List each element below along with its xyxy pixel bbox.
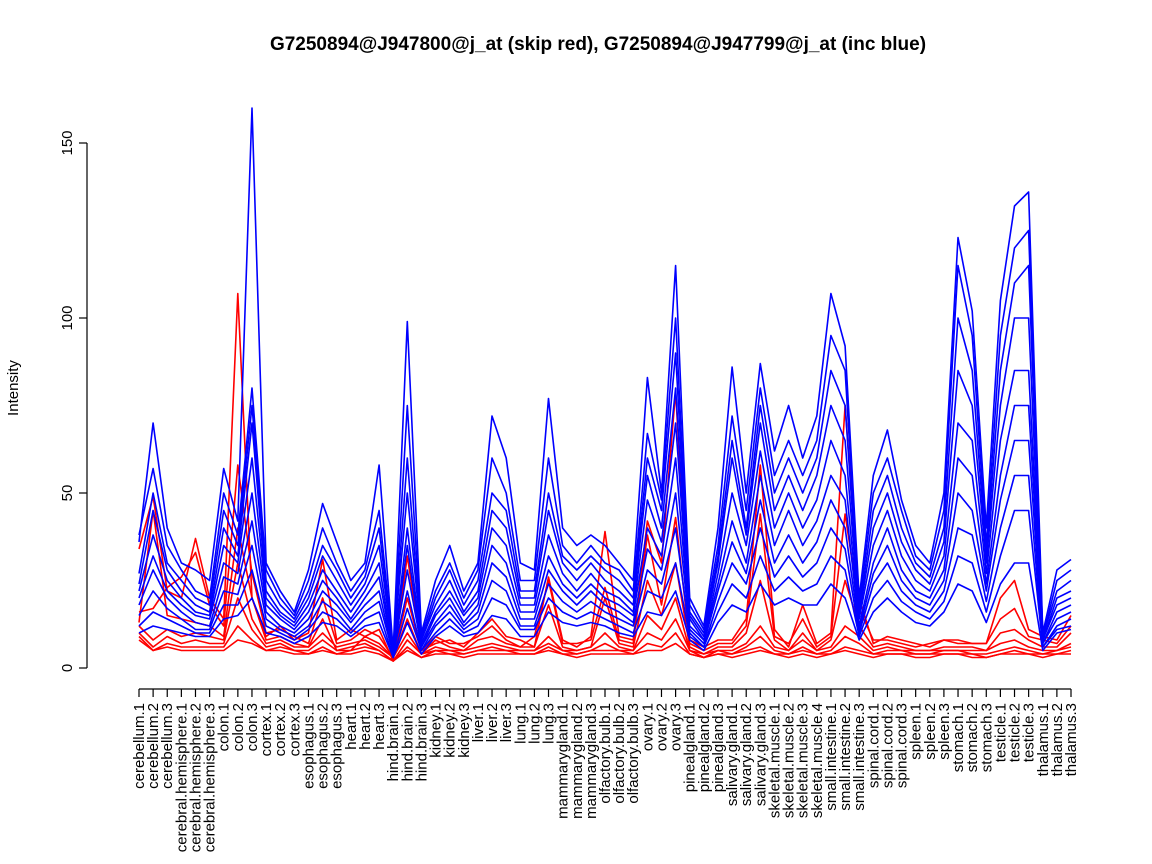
x-tick-label: hind.brain.2 xyxy=(399,703,416,781)
x-tick-label: esophagus.3 xyxy=(329,703,346,789)
x-tick-label: thalamus.2 xyxy=(1049,703,1066,776)
inc-series-9 xyxy=(138,264,1072,652)
x-tick-label: stomach.1 xyxy=(950,703,967,772)
x-tick-label: colon.1 xyxy=(216,703,233,751)
x-tick-label: heart.1 xyxy=(343,703,360,750)
inc-series-12 xyxy=(138,404,1072,655)
x-tick-label: spinal.cord.3 xyxy=(894,703,911,788)
x-tick-label: colon.3 xyxy=(244,703,261,751)
x-tick-label: esophagus.2 xyxy=(315,703,332,789)
y-tick-label: 150 xyxy=(59,130,76,155)
x-tick-label: pinealgland.3 xyxy=(710,703,727,792)
inc-series-15 xyxy=(138,509,1072,659)
inc-series-16 xyxy=(138,562,1072,659)
x-tick-label: ovary.3 xyxy=(668,703,685,751)
x-tick-label: pinealgland.2 xyxy=(696,703,713,792)
x-tick-label: lung.3 xyxy=(541,703,558,744)
y-axis-label: Intensity xyxy=(5,360,22,416)
x-tick-label: pinealgland.1 xyxy=(682,703,699,792)
series-layer xyxy=(138,107,1072,662)
x-tick-label: lung.2 xyxy=(526,703,543,744)
x-tick-label: olfactory.bulb.3 xyxy=(625,703,642,804)
x-tick-label: skeletal.muscle.3 xyxy=(795,703,812,818)
x-tick-label: stomach.3 xyxy=(978,703,995,772)
x-tick-label: salivary.gland.2 xyxy=(738,703,755,806)
x-tick-label: testicle.3 xyxy=(1021,703,1038,762)
inc-series-8 xyxy=(138,229,1072,652)
x-tick-label: small.intestine.1 xyxy=(823,703,840,811)
x-tick-label: liver.2 xyxy=(484,703,501,742)
x-tick-label: lung.1 xyxy=(512,703,529,744)
x-tick-label: skeletal.muscle.4 xyxy=(809,703,826,818)
y-axis: 0 50 100 150 xyxy=(59,130,88,672)
x-tick-label: spleen.2 xyxy=(922,703,939,760)
y-tick-label: 0 xyxy=(59,664,76,672)
x-tick-label: cerebellum.1 xyxy=(131,703,148,789)
x-tick-label: mammarygland.1 xyxy=(555,703,572,819)
x-tick-label: thalamus.1 xyxy=(1035,703,1052,776)
x-tick-label: kidney.1 xyxy=(428,703,445,758)
x-tick-label: skeletal.muscle.1 xyxy=(766,703,783,818)
x-tick-label: heart.3 xyxy=(371,703,388,750)
x-tick-label: skeletal.muscle.2 xyxy=(781,703,798,818)
x-tick-label: olfactory.bulb.2 xyxy=(611,703,628,804)
inc-series-7 xyxy=(138,107,1072,652)
x-axis: cerebellum.1cerebellum.2cerebellum.3cere… xyxy=(131,688,1080,852)
x-tick-label: ovary.1 xyxy=(639,703,656,751)
inc-series-13 xyxy=(138,439,1072,655)
x-tick-label: kidney.3 xyxy=(456,703,473,758)
x-tick-label: cerebral.hemisphere.1 xyxy=(173,703,190,852)
x-tick-label: testicle.1 xyxy=(992,703,1009,762)
skip-series-6 xyxy=(138,639,1071,662)
inc-series-10 xyxy=(138,317,1072,652)
x-tick-label: cerebral.hemisphere.3 xyxy=(202,703,219,852)
x-tick-label: thalamus.3 xyxy=(1063,703,1080,776)
x-tick-label: cerebellum.2 xyxy=(145,703,162,789)
x-tick-label: salivary.gland.3 xyxy=(752,703,769,806)
y-tick-label: 50 xyxy=(59,485,76,502)
x-tick-label: salivary.gland.1 xyxy=(724,703,741,806)
inc-series-11 xyxy=(138,369,1072,655)
chart-title: G7250894@J947800@j_at (skip red), G72508… xyxy=(270,34,926,55)
x-tick-label: mammarygland.3 xyxy=(583,703,600,819)
x-tick-label: cerebral.hemisphere.2 xyxy=(187,703,204,852)
x-tick-label: colon.2 xyxy=(230,703,247,751)
x-tick-label: small.intestine.3 xyxy=(851,703,868,811)
x-tick-label: heart.2 xyxy=(357,703,374,750)
x-tick-label: liver.1 xyxy=(470,703,487,742)
x-tick-label: hind.brain.1 xyxy=(385,703,402,781)
x-tick-label: mammarygland.2 xyxy=(569,703,586,819)
y-tick-label: 100 xyxy=(59,305,76,330)
skip-series-5 xyxy=(138,625,1072,662)
x-tick-label: esophagus.1 xyxy=(300,703,317,789)
x-tick-label: ovary.2 xyxy=(653,703,670,751)
x-tick-label: spinal.cord.1 xyxy=(865,703,882,788)
x-tick-label: olfactory.bulb.1 xyxy=(597,703,614,804)
x-tick-label: hind.brain.3 xyxy=(413,703,430,781)
x-tick-label: stomach.2 xyxy=(964,703,981,772)
x-tick-label: cerebellum.3 xyxy=(159,703,176,789)
x-tick-label: spleen.3 xyxy=(936,703,953,760)
x-tick-label: cortex.3 xyxy=(286,703,303,756)
skip-series-3 xyxy=(138,562,1072,659)
x-tick-label: testicle.2 xyxy=(1007,703,1024,762)
x-tick-label: spinal.cord.2 xyxy=(879,703,896,788)
x-tick-label: cortex.1 xyxy=(258,703,275,756)
x-tick-label: cortex.2 xyxy=(272,703,289,756)
inc-series-14 xyxy=(138,474,1072,655)
x-tick-label: small.intestine.2 xyxy=(837,703,854,811)
x-tick-label: spleen.1 xyxy=(908,703,925,760)
x-tick-label: liver.3 xyxy=(498,703,515,742)
x-tick-label: kidney.2 xyxy=(442,703,459,758)
